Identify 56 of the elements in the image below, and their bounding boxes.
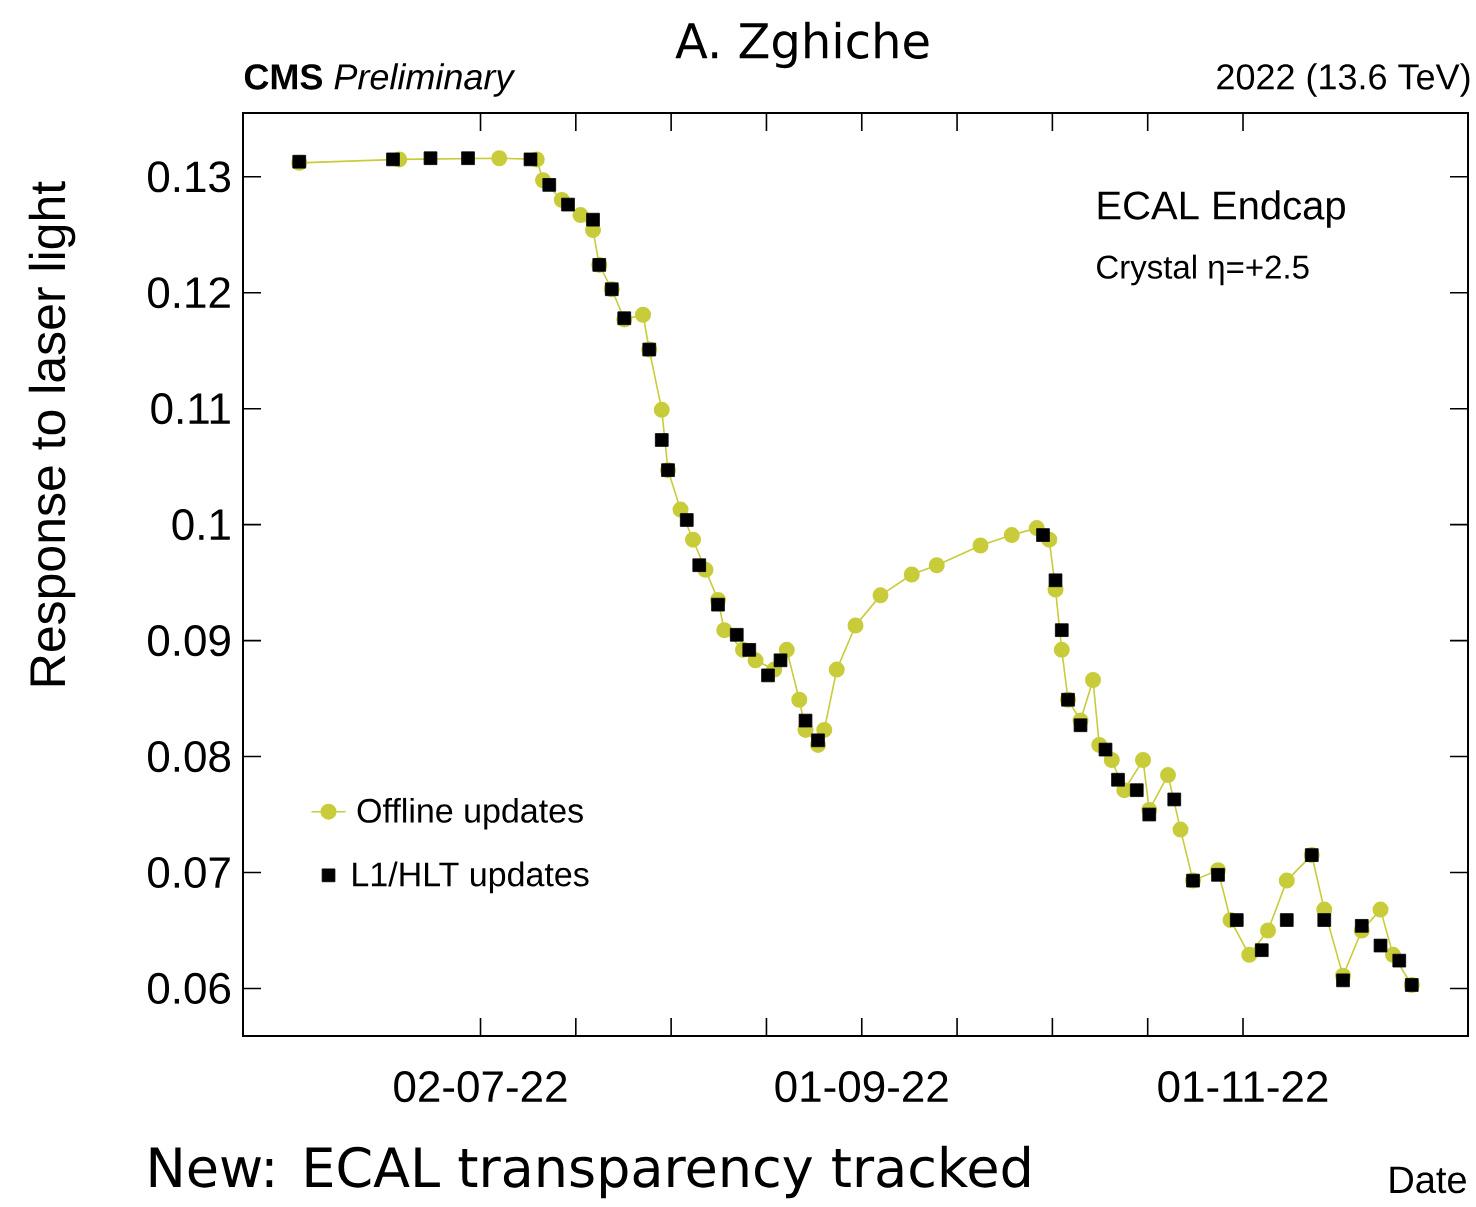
point (1048, 573, 1063, 588)
point (586, 212, 600, 227)
point (561, 197, 575, 212)
point (1392, 953, 1407, 968)
y-tick-label: 0.08 (148, 740, 231, 773)
point (729, 628, 744, 642)
y-tick-label: 0.12 (148, 277, 230, 309)
x-tick-label: 02-07-22 (394, 1071, 567, 1103)
legend-label: Offline updates (357, 797, 583, 830)
point (1073, 718, 1088, 733)
point (1317, 913, 1332, 927)
point (542, 178, 557, 192)
point (773, 653, 788, 668)
point (1211, 868, 1225, 882)
annotation: ECAL Endcap (1098, 190, 1345, 228)
point (386, 152, 400, 167)
point (1111, 772, 1125, 787)
point (1373, 938, 1388, 953)
point (742, 643, 757, 657)
point (761, 668, 775, 683)
point (1354, 919, 1369, 933)
y-tick-label: 0.11 (151, 393, 230, 425)
point (423, 151, 438, 166)
point (523, 152, 538, 167)
point (1098, 742, 1113, 757)
point (811, 733, 825, 748)
y-tick-label: 0.13 (148, 161, 231, 193)
point (679, 513, 694, 527)
x-tick-label: 01-11-22 (1158, 1071, 1328, 1103)
y-tick-label: 0.06 (148, 972, 231, 1005)
point (1142, 807, 1157, 822)
x-axis-title: Date (1390, 1166, 1466, 1194)
y-tick-label: 0.07 (148, 856, 230, 889)
point (692, 558, 707, 573)
legend-label: L1/HLT updates (353, 861, 589, 894)
point (798, 713, 813, 728)
point (461, 151, 475, 166)
y-tick-label: 0.09 (148, 625, 230, 657)
point (1336, 973, 1350, 988)
point (1129, 783, 1144, 797)
text: New: ECAL transparency tracked (150, 1145, 1029, 1199)
point (1167, 792, 1182, 807)
point (1036, 528, 1050, 542)
point (1254, 943, 1269, 957)
point (1229, 913, 1244, 927)
x-tick-label: 01-09-22 (775, 1071, 948, 1103)
y-tick-label: 0.1 (172, 509, 230, 541)
chart-title: A. Zghiche (675, 21, 929, 69)
annotation: Crystal η=+2.5 (1097, 254, 1309, 286)
point (1279, 913, 1294, 927)
y-axis-title: Response to laser light (28, 181, 76, 686)
point (711, 597, 725, 612)
point (1054, 623, 1069, 637)
text: CMS Preliminary (244, 63, 516, 97)
point (654, 433, 669, 447)
text: 2022 (13.6 TeV) (1217, 63, 1470, 97)
